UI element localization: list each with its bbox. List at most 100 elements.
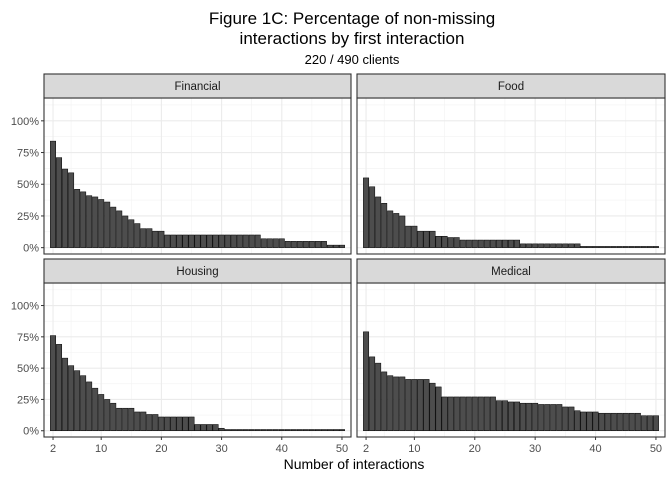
bar bbox=[248, 429, 255, 431]
bar bbox=[562, 406, 569, 431]
bar bbox=[459, 239, 466, 248]
bar bbox=[568, 406, 575, 431]
bar bbox=[399, 215, 406, 248]
bar bbox=[80, 375, 87, 431]
facet-strip bbox=[43, 73, 352, 99]
bar bbox=[634, 412, 641, 431]
x-tick-label: 30 bbox=[529, 443, 541, 455]
bar bbox=[218, 427, 225, 431]
bar bbox=[254, 429, 261, 431]
bar bbox=[441, 396, 448, 431]
bar bbox=[92, 196, 99, 248]
facet-strip bbox=[356, 73, 666, 99]
bar bbox=[652, 246, 659, 248]
bar bbox=[526, 243, 533, 248]
bar bbox=[393, 213, 400, 248]
bar bbox=[116, 407, 123, 431]
facet-label: Housing bbox=[176, 266, 218, 278]
bar bbox=[441, 235, 448, 248]
bar bbox=[453, 237, 460, 248]
bar bbox=[417, 379, 424, 431]
bar bbox=[272, 238, 279, 248]
bar bbox=[74, 189, 81, 248]
bar bbox=[598, 412, 605, 431]
facet-label: Food bbox=[498, 81, 524, 93]
chart-subtitle: 220 / 490 clients bbox=[305, 52, 400, 67]
bar bbox=[332, 244, 339, 248]
bar bbox=[616, 412, 623, 431]
x-tick-label: 50 bbox=[336, 443, 348, 455]
bar bbox=[86, 381, 93, 431]
bar bbox=[176, 234, 183, 248]
bar bbox=[622, 412, 629, 431]
bar bbox=[574, 243, 581, 248]
bar bbox=[212, 424, 219, 431]
bar bbox=[308, 429, 315, 431]
bars bbox=[363, 177, 659, 248]
bar bbox=[128, 407, 135, 431]
bar bbox=[429, 230, 436, 248]
bar bbox=[182, 234, 189, 248]
bar bbox=[140, 228, 147, 248]
bar bbox=[170, 416, 177, 431]
bar bbox=[110, 402, 117, 431]
y-tick-label: 50% bbox=[17, 363, 39, 375]
facet-label: Financial bbox=[174, 81, 220, 93]
bar bbox=[489, 239, 496, 248]
bar bbox=[308, 241, 315, 248]
bar bbox=[501, 239, 508, 248]
bar bbox=[230, 429, 237, 431]
bar bbox=[200, 234, 207, 248]
bar bbox=[56, 157, 63, 248]
bar bbox=[550, 404, 557, 431]
bar bbox=[508, 239, 514, 248]
bar bbox=[610, 412, 617, 431]
x-tick-label: 40 bbox=[589, 443, 601, 455]
bar bbox=[622, 246, 629, 248]
bar bbox=[206, 234, 213, 248]
bar bbox=[447, 396, 454, 431]
bar bbox=[314, 429, 321, 431]
facet-label: Medical bbox=[491, 266, 531, 278]
bar bbox=[158, 230, 165, 248]
bar bbox=[50, 140, 56, 248]
bar bbox=[477, 239, 484, 248]
x-tick-label: 50 bbox=[650, 443, 662, 455]
y-tick-label: 75% bbox=[17, 148, 39, 160]
bar bbox=[218, 234, 225, 248]
bar bbox=[405, 379, 412, 431]
y-tick-label: 100% bbox=[11, 301, 39, 313]
bar bbox=[586, 246, 593, 248]
x-axis-title: Number of interactions bbox=[284, 456, 425, 472]
bar bbox=[266, 429, 273, 431]
bar bbox=[116, 210, 123, 248]
bar bbox=[381, 203, 388, 248]
bar bbox=[339, 244, 345, 248]
bar bbox=[586, 411, 593, 431]
bar bbox=[104, 399, 111, 431]
x-axis: 2 10 20 30 40 50 bbox=[50, 437, 348, 455]
bar bbox=[62, 357, 69, 431]
bar bbox=[272, 429, 279, 431]
bar bbox=[640, 415, 647, 431]
facet-financial: Financial 0% 25% 50% 75% 100% bbox=[11, 73, 352, 255]
bar bbox=[393, 376, 400, 431]
x-tick-label: 30 bbox=[215, 443, 227, 455]
y-tick-label: 0% bbox=[23, 243, 39, 255]
bar bbox=[128, 219, 135, 248]
bar bbox=[266, 238, 273, 248]
bars bbox=[50, 335, 345, 431]
bar bbox=[429, 382, 436, 431]
x-tick-label: 10 bbox=[95, 443, 107, 455]
y-tick-label: 25% bbox=[17, 394, 39, 406]
bar bbox=[62, 168, 69, 248]
x-tick-label: 2 bbox=[363, 443, 369, 455]
bar bbox=[520, 243, 527, 248]
bar bbox=[290, 241, 297, 248]
bar bbox=[236, 234, 243, 248]
bar bbox=[616, 246, 623, 248]
bar bbox=[592, 246, 599, 248]
bar bbox=[248, 234, 255, 248]
facet-strip bbox=[356, 258, 666, 284]
